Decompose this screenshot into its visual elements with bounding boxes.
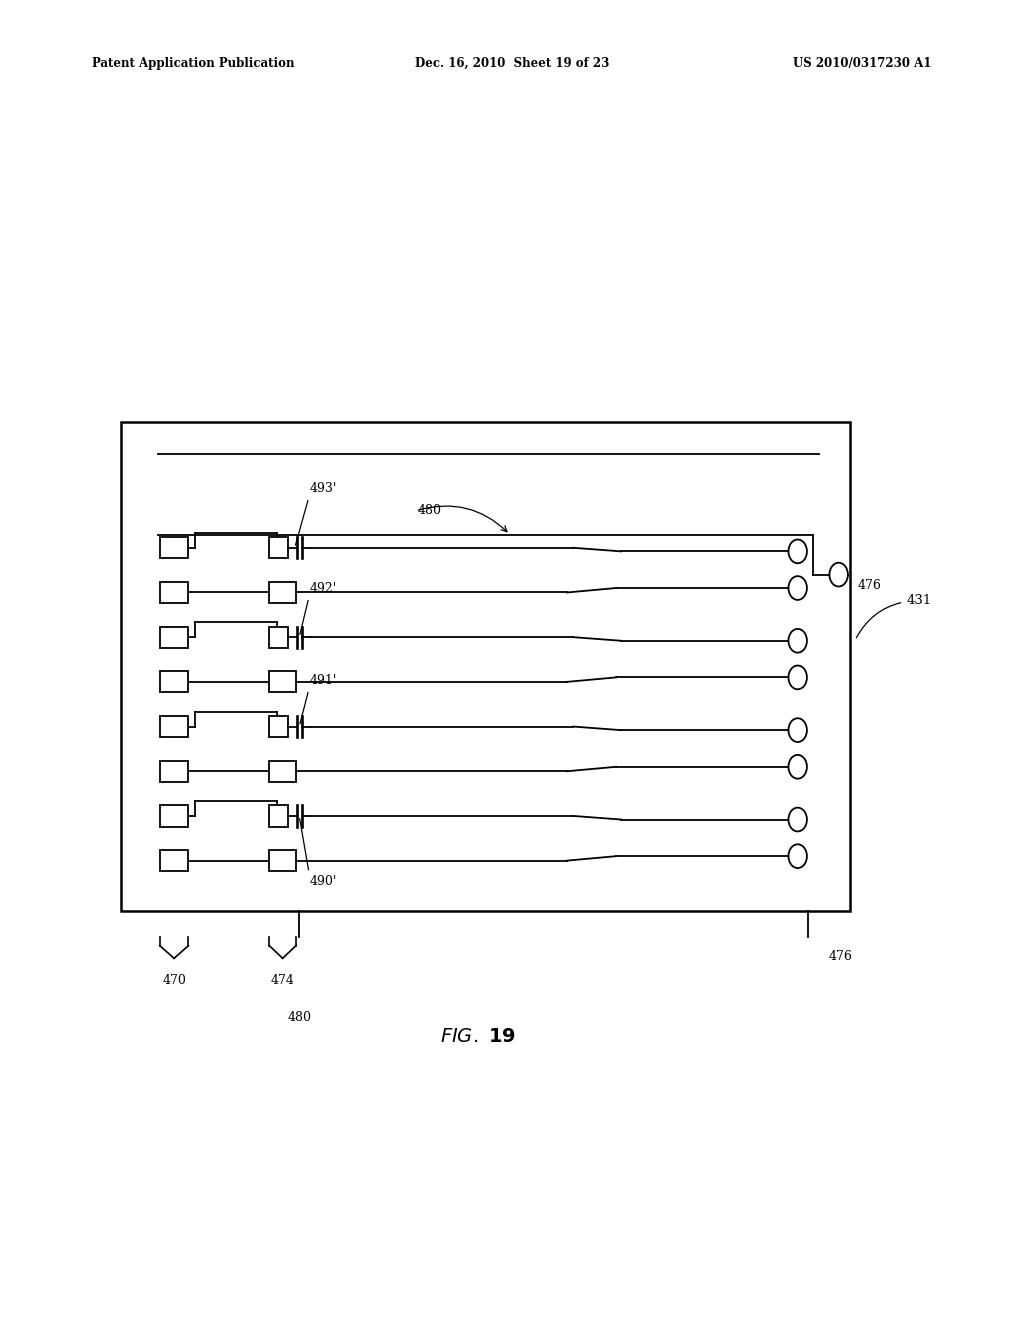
Circle shape (788, 755, 807, 779)
Circle shape (788, 665, 807, 689)
Text: 431: 431 (856, 594, 932, 638)
Text: 474: 474 (270, 974, 295, 987)
Bar (269, 582, 296, 603)
Bar (160, 582, 188, 603)
Bar (160, 672, 188, 693)
Text: 490': 490' (300, 818, 337, 888)
Bar (269, 805, 288, 826)
Text: $\it{FIG.}$ $\bf{19}$: $\it{FIG.}$ $\bf{19}$ (440, 1027, 516, 1045)
Text: 480: 480 (287, 1011, 311, 1024)
Text: 476: 476 (858, 578, 882, 591)
Text: 493': 493' (296, 482, 337, 545)
Circle shape (788, 576, 807, 599)
Circle shape (788, 718, 807, 742)
Text: Dec. 16, 2010  Sheet 19 of 23: Dec. 16, 2010 Sheet 19 of 23 (415, 57, 609, 70)
Bar (269, 715, 288, 737)
Bar (269, 760, 296, 781)
Bar (269, 627, 288, 648)
Text: US 2010/0317230 A1: US 2010/0317230 A1 (794, 57, 932, 70)
Text: 480: 480 (418, 504, 441, 517)
Bar (269, 537, 288, 558)
Circle shape (788, 808, 807, 832)
Text: 492': 492' (300, 582, 337, 635)
Text: 491': 491' (300, 675, 337, 723)
Bar (160, 760, 188, 781)
Bar (160, 850, 188, 871)
Circle shape (788, 540, 807, 564)
Bar (269, 850, 296, 871)
Bar (160, 805, 188, 826)
Text: 470: 470 (162, 974, 186, 987)
Bar (269, 672, 296, 693)
Bar (160, 715, 188, 737)
Text: Patent Application Publication: Patent Application Publication (92, 57, 295, 70)
Bar (160, 537, 188, 558)
Circle shape (788, 845, 807, 869)
Text: 476: 476 (828, 950, 852, 964)
Circle shape (788, 628, 807, 652)
Bar (121, 422, 850, 911)
Circle shape (829, 562, 848, 586)
Bar (160, 627, 188, 648)
